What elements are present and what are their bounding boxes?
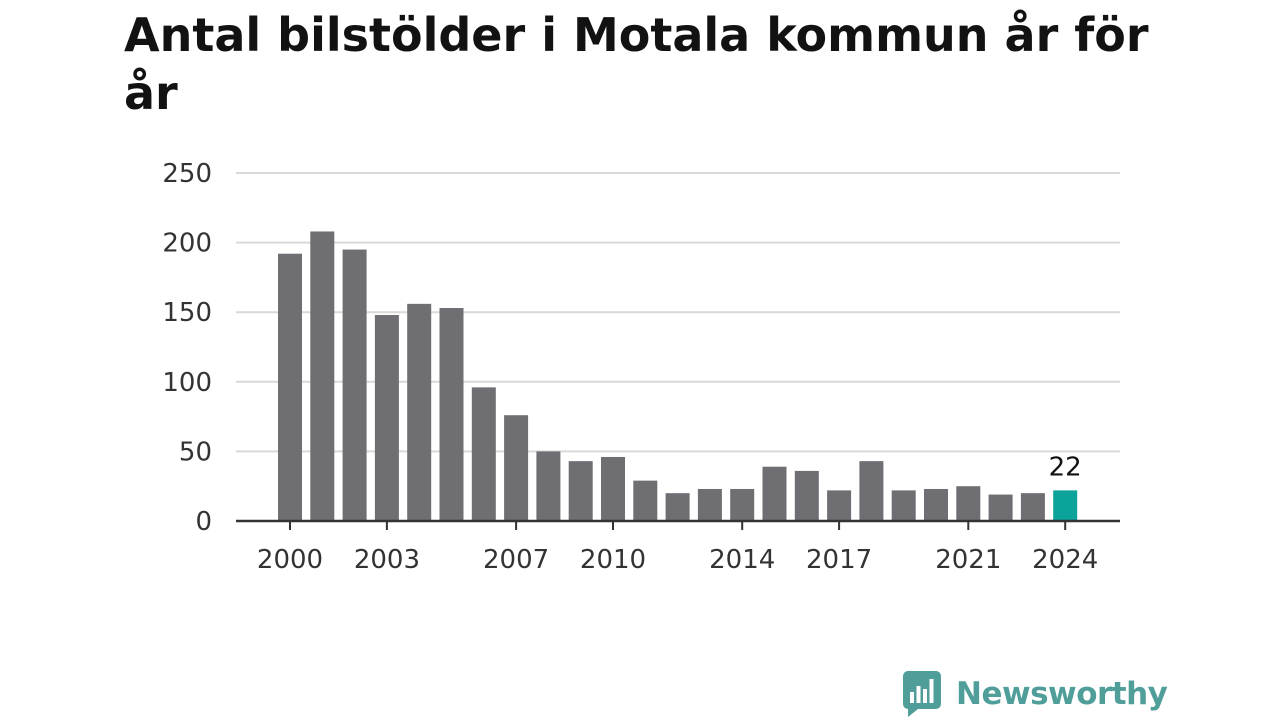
y-tick-label-100: 100 <box>162 368 212 398</box>
bars <box>278 231 1078 522</box>
x-tick-label-2024: 2024 <box>1032 545 1098 575</box>
y-tick-label-50: 50 <box>179 437 212 467</box>
data-label-2024: 22 <box>1049 452 1082 482</box>
bar-2005 <box>439 308 464 521</box>
bar-2017 <box>827 490 852 521</box>
bar-2024 <box>1053 490 1078 521</box>
bar-2004 <box>407 303 432 521</box>
bar-2008 <box>536 451 561 521</box>
bar-2012 <box>665 493 690 521</box>
bar-2003 <box>374 314 399 521</box>
bar-2019 <box>891 490 916 521</box>
chart-title: Antal bilstölder i Motala kommun år för … <box>124 8 1149 120</box>
bar-2000 <box>278 253 302 521</box>
bar-2009 <box>568 461 593 521</box>
y-tick-label-250: 250 <box>162 159 212 189</box>
bar-2015 <box>762 466 787 521</box>
bar-2016 <box>794 470 819 521</box>
brand-name: Newsworthy <box>956 676 1168 712</box>
y-tick-label-150: 150 <box>162 298 212 328</box>
bar-chart: 0 50 100 150 200 250 2000 2003 2007 2010 2014 2017… <box>162 159 1120 575</box>
bar-2022 <box>988 494 1013 521</box>
x-tick-label-2017: 2017 <box>806 545 872 575</box>
data-labels: 22 <box>1049 452 1082 482</box>
bar-2013 <box>697 488 722 521</box>
x-tick-label-2000: 2000 <box>257 545 323 575</box>
bar-2018 <box>859 461 884 521</box>
x-tick-label-2007: 2007 <box>483 545 549 575</box>
x-tick-label-2003: 2003 <box>354 545 420 575</box>
bar-2021 <box>956 486 981 521</box>
bar-2001 <box>310 231 335 522</box>
y-axis-tick-labels: 0 50 100 150 200 250 <box>162 159 212 537</box>
bar-2020 <box>924 488 948 521</box>
x-axis-ticks: 2000 2003 2007 2010 2014 2017 2021 2024 <box>257 521 1098 575</box>
y-tick-label-0: 0 <box>195 507 212 537</box>
newsworthy-logo-icon <box>903 671 941 717</box>
bar-2007 <box>504 415 529 521</box>
x-tick-label-2021: 2021 <box>935 545 1001 575</box>
bar-2011 <box>633 480 658 521</box>
bar-2014 <box>730 488 755 521</box>
bar-2006 <box>471 387 496 521</box>
brand-logo: Newsworthy <box>902 670 1168 718</box>
bar-2023 <box>1020 493 1045 521</box>
x-tick-label-2014: 2014 <box>709 545 775 575</box>
y-tick-label-200: 200 <box>162 229 212 259</box>
gridlines <box>236 172 1120 453</box>
bar-2010 <box>601 456 625 521</box>
bar-2002 <box>342 249 367 521</box>
x-tick-label-2010: 2010 <box>580 545 646 575</box>
